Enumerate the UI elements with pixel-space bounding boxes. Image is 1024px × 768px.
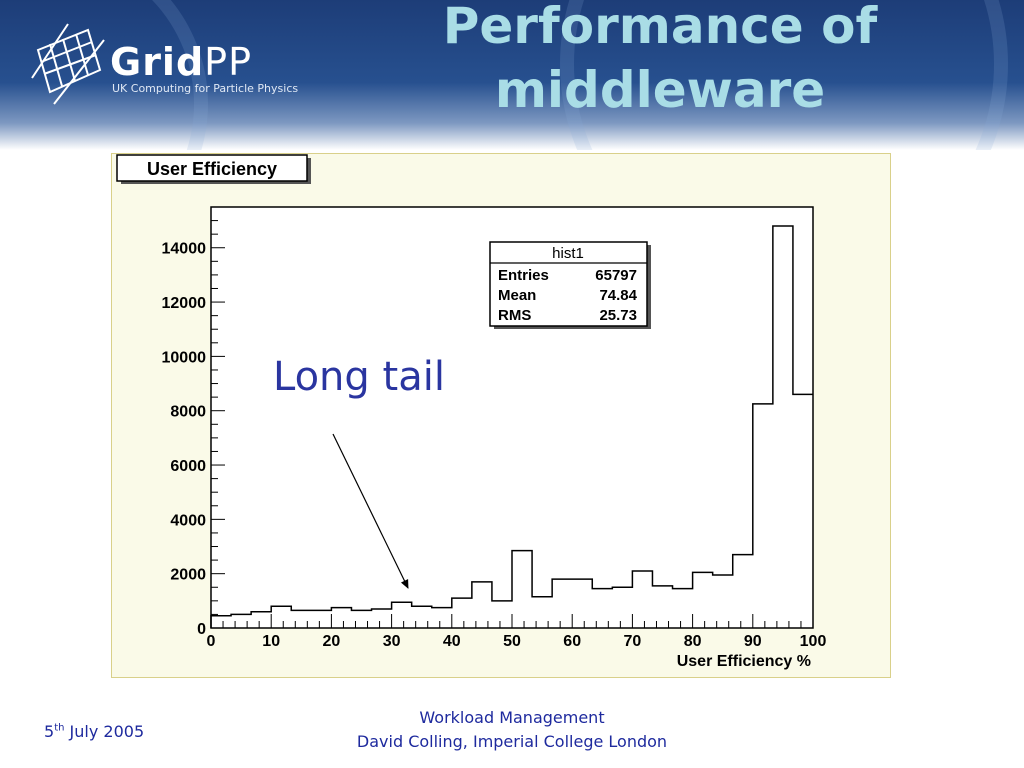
histogram-bin [652,586,672,628]
y-tick-label: 6000 [170,458,206,475]
histogram-bin [733,555,753,628]
x-tick-label: 50 [503,633,521,650]
x-tick-label: 90 [744,633,762,650]
histogram-bin [793,394,813,628]
histogram-bin [713,575,733,628]
y-tick-labels: 0 2000 4000 6000 8000 10000 12000 14000 [162,241,207,638]
slide-title-line2: middleware [494,61,826,119]
histogram-bin [632,571,652,628]
annotation-arrow [332,433,409,589]
histogram-bin [452,598,472,628]
y-tick-label: 2000 [170,567,206,584]
long-tail-annotation: Long tail [273,354,445,400]
histogram-bin [412,606,432,628]
histogram-bin [572,579,592,628]
histogram-bin [271,606,291,628]
histogram-bin [472,582,492,628]
x-tick-label: 80 [684,633,702,650]
x-tick-label: 10 [262,633,280,650]
title-box: User Efficiency [116,154,311,184]
histogram-bin [693,572,713,628]
histogram-bin [392,602,412,628]
x-tick-label: 60 [563,633,581,650]
x-tick-label: 100 [800,633,827,650]
logo-wordmark: GridPP [110,40,253,84]
histogram-bin [351,610,371,628]
histogram-outline [210,225,813,628]
grid-globe-icon [31,23,105,105]
y-tick-label: 12000 [162,295,207,312]
histogram-bin [311,610,331,628]
footer-date: 5th July 2005 [44,722,145,741]
logo-subtitle: UK Computing for Particle Physics [112,82,299,95]
footer-line-2: David Colling, Imperial College London [356,732,668,751]
slide-title-line1: Performance of [442,0,878,55]
stats-value-mean: 74.84 [599,287,637,304]
gridpp-logo: GridPP UK Computing for Particle Physics [28,20,328,110]
slide-title: Performance of middleware [380,0,940,122]
histogram-bin [492,601,512,628]
histogram-bin [773,226,793,628]
histogram-bin [432,608,452,628]
axis-ticks [210,220,814,629]
footer-center: Workload Management David Colling, Imper… [300,706,724,754]
stats-box-border [489,241,648,327]
x-tick-label: 70 [624,633,642,650]
stats-value-rms: 25.73 [599,307,637,324]
y-tick-label: 4000 [170,512,206,529]
slide-header: GridPP UK Computing for Particle Physics… [0,0,1024,150]
histogram-bin [592,589,612,628]
x-tick-labels: 0 10 20 30 40 50 60 70 80 90 100 [207,633,827,650]
histogram-bin [532,597,552,628]
stats-label-mean: Mean [498,287,536,304]
y-tick-label: 0 [197,621,206,638]
histogram-bin [251,612,271,628]
histogram-bin [612,587,632,628]
stats-label-entries: Entries [498,267,549,284]
stats-value-entries: 65797 [595,267,637,284]
footer-line-1: Workload Management [419,708,605,727]
y-tick-label: 10000 [162,349,207,366]
stats-name: hist1 [552,245,584,262]
histogram-bin [512,551,532,628]
histogram-bin [372,609,392,628]
x-tick-label: 0 [207,633,216,650]
title-box-border [116,154,308,182]
stats-box: hist1 Entries 65797 Mean 74.84 RMS 25.73 [489,241,651,329]
x-tick-label: 40 [443,633,461,650]
y-tick-label: 8000 [170,404,206,421]
stats-label-rms: RMS [498,307,531,324]
histogram-bin [753,404,773,628]
histogram-bin [331,608,351,628]
x-tick-label: 20 [323,633,341,650]
histogram-bin [231,614,251,628]
histogram-bin [673,589,693,628]
histogram-bin [552,579,572,628]
y-tick-label: 14000 [162,241,207,258]
histogram-bin [211,616,231,628]
x-tick-label: 30 [383,633,401,650]
histogram-bin [291,610,311,628]
chart-title: User Efficiency [147,159,277,179]
x-axis-label: User Efficiency % [677,653,811,670]
